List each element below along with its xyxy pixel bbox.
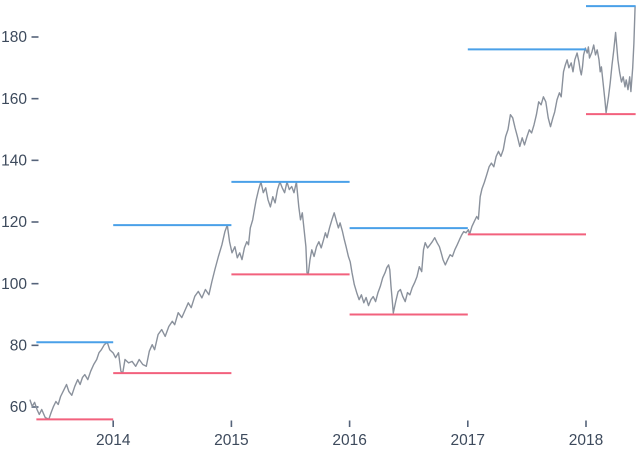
x-axis-label: 2015	[214, 432, 248, 449]
y-axis-label: 180	[1, 29, 27, 46]
x-axis-label: 2014	[96, 432, 131, 449]
y-axis-label: 120	[1, 214, 27, 231]
y-axis-label: 100	[1, 276, 27, 293]
x-axis-label: 2018	[569, 432, 603, 449]
y-axis-label: 160	[1, 91, 27, 108]
y-axis-label: 80	[10, 338, 28, 355]
y-axis-label: 60	[10, 399, 28, 416]
x-axis-label: 2016	[332, 432, 366, 449]
x-axis-label: 2017	[451, 432, 485, 449]
y-axis-label: 140	[1, 153, 27, 170]
price-line	[29, 6, 636, 420]
